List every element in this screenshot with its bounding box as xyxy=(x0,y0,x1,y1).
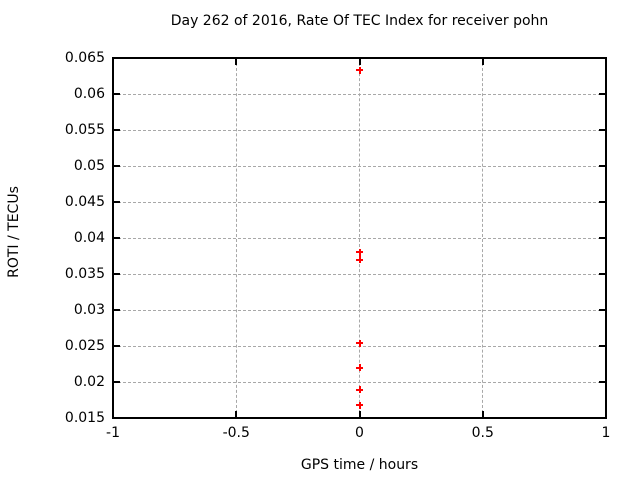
y-tick-label: 0.025 xyxy=(64,338,105,354)
gridline-vertical xyxy=(482,58,484,418)
y-tick-mark-right xyxy=(599,417,606,419)
x-tick-mark-top xyxy=(112,58,114,65)
y-tick-mark-left xyxy=(113,237,120,239)
data-point-marker xyxy=(358,248,361,256)
x-tick-mark-top xyxy=(358,58,361,65)
y-tick-mark-left xyxy=(113,309,120,311)
x-tick-mark-top xyxy=(235,58,238,65)
y-tick-mark-right xyxy=(599,345,606,347)
y-tick-label: 0.06 xyxy=(73,86,105,102)
x-tick-mark-bottom xyxy=(481,411,484,418)
y-tick-mark-right xyxy=(599,381,606,383)
data-point-marker xyxy=(358,401,361,409)
y-tick-mark-left xyxy=(113,381,120,383)
y-tick-mark-left xyxy=(113,345,120,347)
data-point-marker xyxy=(358,66,361,74)
y-tick-label: 0.065 xyxy=(64,50,105,66)
y-tick-mark-right xyxy=(599,93,606,95)
y-tick-label: 0.05 xyxy=(73,158,105,174)
y-tick-mark-right xyxy=(599,273,606,275)
y-tick-mark-right xyxy=(599,237,606,239)
y-tick-mark-left xyxy=(113,165,120,167)
data-point-marker xyxy=(358,386,361,394)
data-point-marker xyxy=(358,364,361,372)
chart-title: Day 262 of 2016, Rate Of TEC Index for r… xyxy=(170,13,549,29)
x-axis-label: GPS time / hours xyxy=(300,457,419,473)
y-tick-label: 0.015 xyxy=(64,410,105,426)
y-tick-label: 0.03 xyxy=(73,302,105,318)
y-tick-label: 0.04 xyxy=(73,230,105,246)
y-tick-mark-left xyxy=(113,57,120,59)
data-point-marker xyxy=(358,339,361,347)
x-tick-mark-bottom xyxy=(235,411,238,418)
y-tick-mark-left xyxy=(113,93,120,95)
x-tick-label: 1 xyxy=(601,425,611,441)
x-tick-mark-top xyxy=(605,58,607,65)
data-point-marker xyxy=(358,256,361,264)
x-tick-mark-bottom xyxy=(605,411,607,418)
y-tick-mark-left xyxy=(113,201,120,203)
x-tick-mark-bottom xyxy=(358,411,361,418)
y-tick-mark-right xyxy=(599,201,606,203)
y-tick-label: 0.045 xyxy=(64,194,105,210)
x-tick-label: 0.5 xyxy=(471,425,494,441)
gridline-vertical xyxy=(235,58,237,418)
y-tick-mark-right xyxy=(599,165,606,167)
x-tick-mark-top xyxy=(481,58,484,65)
y-tick-mark-right xyxy=(599,129,606,131)
y-tick-mark-right xyxy=(599,57,606,59)
gridline-vertical xyxy=(359,58,360,418)
y-tick-mark-right xyxy=(599,309,606,311)
y-tick-mark-left xyxy=(113,273,120,275)
y-tick-mark-left xyxy=(113,417,120,419)
y-tick-label: 0.035 xyxy=(64,266,105,282)
y-tick-label: 0.055 xyxy=(64,122,105,138)
x-tick-label: -0.5 xyxy=(222,425,250,441)
y-tick-label: 0.02 xyxy=(73,374,105,390)
x-tick-mark-bottom xyxy=(112,411,114,418)
x-tick-label: -1 xyxy=(106,425,120,441)
x-tick-label: 0 xyxy=(355,425,364,441)
y-tick-mark-left xyxy=(113,129,120,131)
